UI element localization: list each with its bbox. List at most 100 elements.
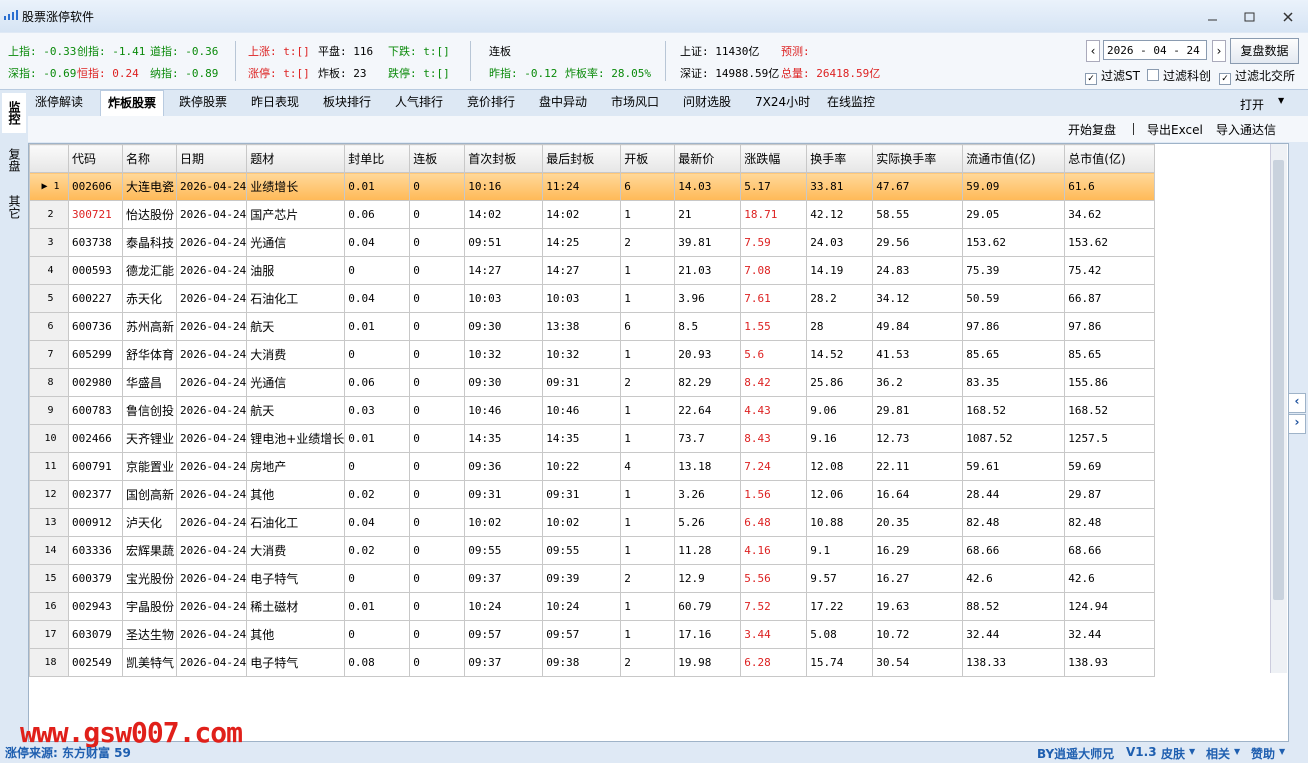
cell: 0	[344, 452, 411, 481]
checkbox[interactable]: ✓	[1085, 73, 1097, 85]
window-controls[interactable]	[1200, 8, 1300, 26]
table-row[interactable]: 15 600379 宝光股份 2026-04-24 电子特气 0 0 09:37 09:39 2 1…	[29, 564, 1156, 593]
column-header[interactable]: 最后封板	[542, 144, 622, 173]
column-header[interactable]: 换手率	[806, 144, 874, 173]
tab[interactable]: 炸板股票	[100, 90, 165, 116]
table-row[interactable]: 4 000593 德龙汇能 2026-04-24 油服 0 0 14:27 14:27 1 21.0…	[29, 256, 1156, 285]
cell: 0	[409, 536, 466, 565]
tab[interactable]: 板块排行	[323, 95, 372, 109]
expand-button[interactable]: ›	[1288, 414, 1306, 434]
cell: 002606	[68, 172, 123, 201]
date-picker[interactable]: 2026 - 04 - 24	[1103, 40, 1207, 60]
column-header[interactable]: 涨跌幅	[740, 144, 808, 173]
table-row[interactable]: 12 002377 国创高新 2026-04-24 其他 0.02 0 09:31 09:31 1…	[29, 480, 1156, 509]
footer-link[interactable]: BY逍遥大师兄	[1037, 747, 1115, 761]
checkbox-label[interactable]: 过滤ST	[1101, 69, 1140, 83]
cell: 0	[409, 172, 466, 201]
table-row[interactable]: 5 600227 赤天化 2026-04-24 石油化工 0.04 0 10:03 10:03 1…	[29, 284, 1156, 313]
column-header[interactable]: 名称	[122, 144, 177, 173]
tab[interactable]: 昨日表现	[251, 95, 300, 109]
cell: 85.65	[962, 340, 1066, 369]
review-button[interactable]: 复盘数据	[1230, 38, 1299, 64]
stat-item: 总量: 26418.59亿	[781, 67, 881, 80]
toolbar-button[interactable]: 开始复盘	[1068, 123, 1117, 137]
column-header[interactable]: 实际换手率	[872, 144, 964, 173]
table-row[interactable]: ▶ 1 002606 大连电瓷 2026-04-24 业绩增长 0.01 0 10:16 11:…	[29, 172, 1156, 201]
footer-link[interactable]: 皮肤	[1161, 747, 1186, 761]
column-header[interactable]: 封单比	[344, 144, 411, 173]
table-row[interactable]: 13 000912 泸天化 2026-04-24 石油化工 0.04 0 10:02 10:02…	[29, 508, 1156, 537]
footer-link[interactable]: 相关	[1206, 747, 1231, 761]
footer-link[interactable]: V1.3	[1126, 745, 1157, 759]
filter-checkbox[interactable]: ✓ 过滤北交所	[1219, 67, 1295, 85]
column-header[interactable]: 日期	[175, 144, 248, 173]
side-tab[interactable]: 复盘	[7, 148, 21, 172]
cell: 8.5	[674, 312, 742, 341]
column-header[interactable]: 总市值(亿)	[1064, 144, 1156, 173]
tab[interactable]: 在线监控	[827, 95, 876, 109]
table-row[interactable]: 16 002943 宇晶股份 2026-04-24 稀土磁材 0.01 0 10:24 10:2…	[29, 592, 1156, 621]
table-row[interactable]: 9 600783 鲁信创投 2026-04-24 航天 0.03 0 10:46 10:46 1 2…	[29, 396, 1156, 425]
tab[interactable]: 市场风口	[611, 95, 660, 109]
table-row[interactable]: 2 300721 怡达股份 2026-04-24 国产芯片 0.06 0 14:02 14:02…	[29, 200, 1156, 229]
side-tab[interactable]: 监控	[2, 93, 26, 133]
cell: 苏州高新	[122, 312, 177, 341]
table-row[interactable]: 14 603336 宏辉果蔬 2026-04-24 大消费 0.02 0 09:55 09:55…	[29, 536, 1156, 565]
next-day[interactable]: ›	[1212, 40, 1226, 62]
tab[interactable]: 跌停股票	[179, 95, 228, 109]
column-header[interactable]: 连板	[409, 144, 466, 173]
cell: 7.61	[740, 284, 808, 313]
column-header[interactable]: 题材	[246, 144, 346, 173]
table-row[interactable]: 18 002549 凯美特气 2026-04-24 电子特气 0.08 0 09:37 09:3…	[29, 648, 1156, 677]
filter-checkbox[interactable]: 过滤科创	[1147, 67, 1211, 84]
cell: 0.02	[344, 480, 411, 509]
table-row[interactable]: 17 603079 圣达生物 2026-04-24 其他 0 0 09:57 09:57 1 17.…	[29, 620, 1156, 649]
checkbox[interactable]: ✓	[1219, 73, 1231, 85]
column-header[interactable]: 代码	[68, 144, 123, 173]
cell: 002980	[68, 368, 123, 397]
toolbar-button[interactable]: 导出Excel	[1147, 123, 1203, 137]
separator	[470, 41, 471, 81]
checkbox-label[interactable]: 过滤科创	[1163, 69, 1212, 83]
dropdown-arrow[interactable]: ▼	[1279, 747, 1286, 756]
cell: 10:32	[464, 340, 544, 369]
checkbox[interactable]	[1147, 69, 1159, 81]
scroll-thumb[interactable]	[1273, 160, 1284, 600]
table-row[interactable]: 7 605299 舒华体育 2026-04-24 大消费 0 0 10:32 10:32 1 20.…	[29, 340, 1156, 369]
prev-day[interactable]: ‹	[1086, 40, 1100, 62]
dropdown-arrow[interactable]: ▼	[1278, 96, 1285, 105]
cell: 002549	[68, 648, 123, 677]
tab[interactable]: 问财选股	[683, 95, 732, 109]
cell: 4.16	[740, 536, 808, 565]
column-header[interactable]: 最新价	[674, 144, 742, 173]
dropdown-arrow[interactable]: ▼	[1234, 747, 1241, 756]
table-row[interactable]: 10 002466 天齐锂业 2026-04-24 锂电池+业绩增长 0.01 0 14:35…	[29, 424, 1156, 453]
checkbox-label[interactable]: 过滤北交所	[1235, 69, 1296, 83]
collapse-button[interactable]: ‹	[1288, 393, 1306, 413]
cell: 其他	[246, 480, 346, 509]
filter-checkbox[interactable]: ✓ 过滤ST	[1085, 67, 1140, 85]
cell: 7.52	[740, 592, 808, 621]
tab[interactable]: 涨停解读	[35, 95, 84, 109]
toolbar-button[interactable]: 导入通达信	[1216, 123, 1277, 137]
cell: 鲁信创投	[122, 396, 177, 425]
tab[interactable]: 盘中异动	[539, 95, 588, 109]
column-header[interactable]: 首次封板	[464, 144, 544, 173]
dropdown-arrow[interactable]: ▼	[1189, 747, 1196, 756]
footer-link[interactable]: 赞助	[1251, 747, 1276, 761]
column-header[interactable]: 流通市值(亿)	[962, 144, 1066, 173]
tab[interactable]: 竞价排行	[467, 95, 516, 109]
column-header[interactable]: 开板	[620, 144, 676, 173]
table-row[interactable]: 11 600791 京能置业 2026-04-24 房地产 0 0 09:36 10:22 4 13…	[29, 452, 1156, 481]
side-tab[interactable]: 其它	[7, 195, 21, 219]
scrollbar[interactable]	[1270, 144, 1287, 673]
cell: 138.33	[962, 648, 1066, 677]
stock-table: 代码 名称 日期 题材 封单比 连板 首次封板 最后封板 开板 最新价 涨跌幅 换手率 实际换手率 流通市…	[29, 144, 1156, 677]
cell: 宏辉果蔬	[122, 536, 177, 565]
tab[interactable]: 7X24小时	[755, 95, 811, 109]
tab[interactable]: 人气排行	[395, 95, 444, 109]
table-row[interactable]: 6 600736 苏州高新 2026-04-24 航天 0.01 0 09:30 13:38 6 8…	[29, 312, 1156, 341]
table-row[interactable]: 8 002980 华盛昌 2026-04-24 光通信 0.06 0 09:30 09:31 2 8…	[29, 368, 1156, 397]
table-row[interactable]: 3 603738 泰晶科技 2026-04-24 光通信 0.04 0 09:51 14:25 2…	[29, 228, 1156, 257]
open-menu[interactable]: 打开	[1240, 98, 1265, 112]
